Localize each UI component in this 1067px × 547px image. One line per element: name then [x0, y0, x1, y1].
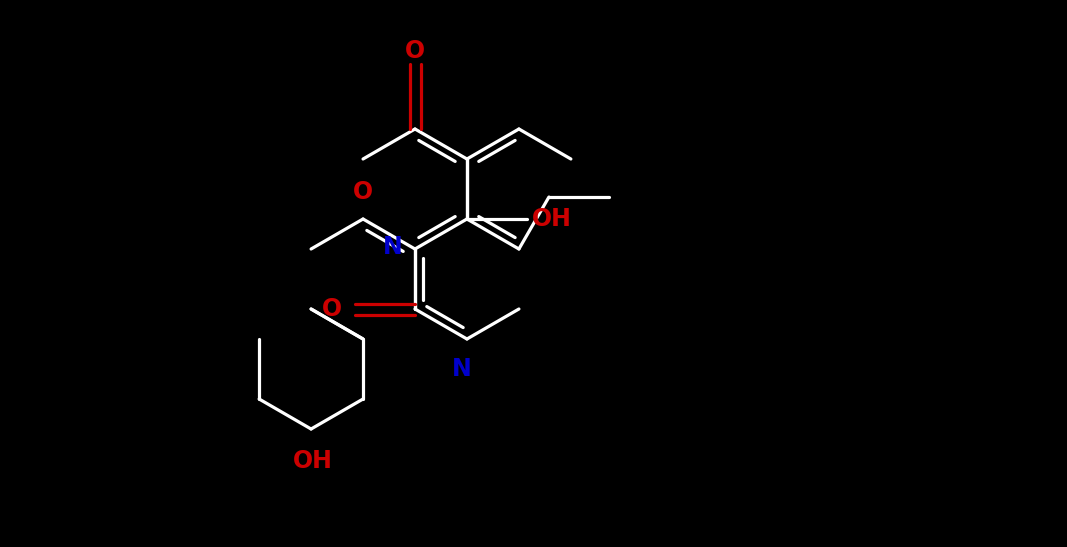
Text: N: N — [383, 235, 403, 259]
Text: OH: OH — [293, 449, 333, 473]
Text: OH: OH — [532, 207, 572, 231]
Text: O: O — [405, 39, 425, 63]
Text: N: N — [452, 357, 472, 381]
Text: O: O — [353, 180, 373, 204]
Text: O: O — [322, 297, 343, 321]
